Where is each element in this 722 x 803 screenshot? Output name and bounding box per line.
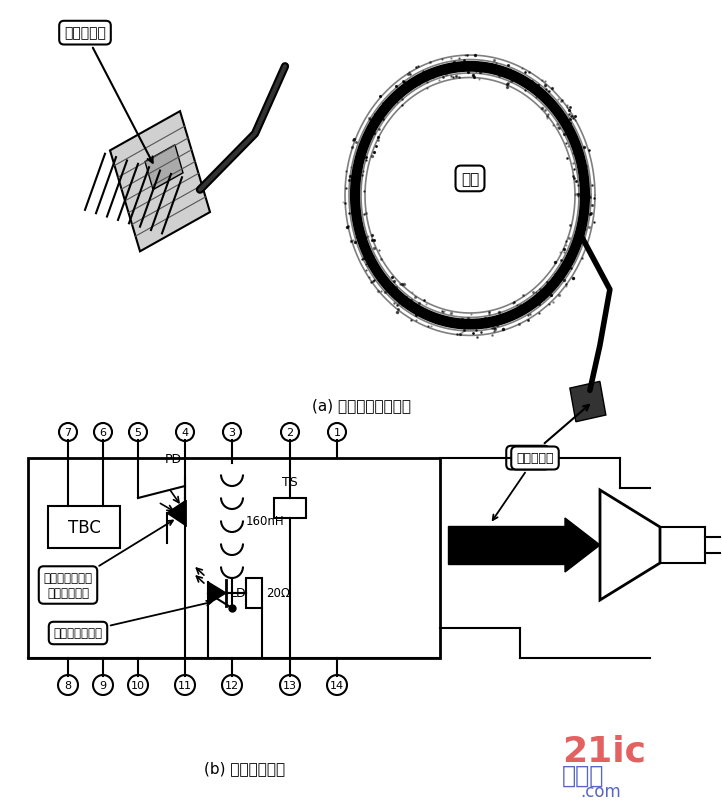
Text: TBC: TBC: [68, 519, 100, 536]
Text: 9: 9: [100, 680, 107, 690]
Text: TS: TS: [282, 475, 298, 488]
Text: 20Ω: 20Ω: [266, 587, 290, 600]
Text: 8: 8: [64, 680, 71, 690]
Text: 激光发送二极管: 激光发送二极管: [53, 601, 212, 640]
Bar: [274, 499, 306, 519]
Text: .com: .com: [580, 782, 621, 800]
Text: 160nH: 160nH: [246, 515, 284, 528]
Polygon shape: [565, 519, 600, 573]
Text: 12: 12: [225, 680, 239, 690]
Text: (b) 激光发送电路: (b) 激光发送电路: [204, 760, 286, 776]
Text: 6: 6: [100, 427, 107, 438]
Polygon shape: [208, 582, 226, 604]
Text: 10: 10: [131, 680, 145, 690]
Text: 光纤: 光纤: [461, 172, 479, 186]
Bar: [246, 578, 262, 608]
Text: 激光发送器: 激光发送器: [64, 26, 152, 164]
Text: 7: 7: [64, 427, 71, 438]
Polygon shape: [570, 382, 606, 422]
Polygon shape: [145, 145, 183, 190]
Text: 5: 5: [134, 427, 142, 438]
Text: 电子网: 电子网: [562, 763, 604, 787]
Bar: [48, 507, 120, 548]
Text: 21ic: 21ic: [562, 734, 646, 768]
Text: 光敏检测二极管
检测激光功率: 光敏检测二极管 检测激光功率: [43, 521, 173, 599]
Text: 13: 13: [283, 680, 297, 690]
Text: 3: 3: [228, 427, 235, 438]
Text: LD: LD: [230, 587, 247, 600]
Text: 光纤接头: 光纤接头: [511, 406, 589, 465]
Text: 14: 14: [330, 680, 344, 690]
Text: 11: 11: [178, 680, 192, 690]
Text: 激光束信号: 激光束信号: [492, 452, 554, 520]
Text: PD: PD: [165, 452, 181, 466]
Text: 4: 4: [181, 427, 188, 438]
Text: (a) 激光发送器的外形: (a) 激光发送器的外形: [311, 398, 411, 413]
Polygon shape: [110, 112, 210, 252]
Polygon shape: [167, 501, 185, 525]
Polygon shape: [367, 80, 573, 312]
Text: 1: 1: [334, 427, 341, 438]
Text: 2: 2: [287, 427, 294, 438]
Bar: [28, 459, 440, 658]
Bar: [448, 526, 565, 565]
